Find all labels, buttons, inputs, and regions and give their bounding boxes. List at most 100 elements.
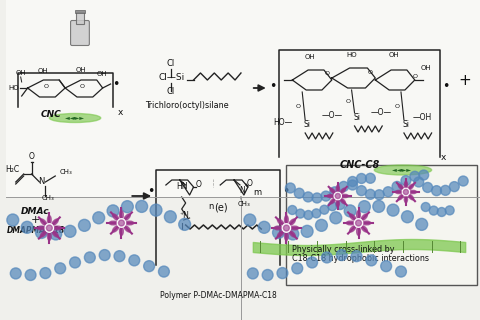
Circle shape — [307, 257, 317, 268]
Ellipse shape — [408, 184, 414, 190]
Circle shape — [55, 263, 66, 274]
Circle shape — [129, 255, 140, 266]
Ellipse shape — [37, 226, 45, 230]
Ellipse shape — [327, 194, 334, 198]
Circle shape — [321, 191, 331, 201]
Circle shape — [144, 261, 155, 272]
Ellipse shape — [40, 231, 47, 237]
Circle shape — [247, 268, 258, 279]
Text: HO: HO — [9, 85, 19, 91]
Text: m: m — [253, 188, 261, 197]
Circle shape — [84, 252, 95, 263]
Text: —OH: —OH — [413, 113, 432, 122]
Text: —O—: —O— — [371, 108, 392, 117]
Circle shape — [78, 219, 90, 231]
Ellipse shape — [120, 227, 123, 236]
Circle shape — [357, 186, 366, 196]
Text: O: O — [296, 104, 301, 109]
Text: DMAPMA-C18: DMAPMA-C18 — [6, 226, 65, 235]
Circle shape — [292, 263, 303, 274]
Circle shape — [423, 182, 432, 192]
Ellipse shape — [336, 185, 339, 192]
Circle shape — [288, 205, 297, 214]
Circle shape — [365, 173, 375, 183]
Ellipse shape — [125, 221, 133, 225]
Text: DMAc: DMAc — [21, 207, 50, 216]
Ellipse shape — [109, 221, 118, 225]
Circle shape — [45, 224, 53, 232]
Circle shape — [277, 268, 288, 279]
Text: OH: OH — [389, 52, 399, 58]
Ellipse shape — [361, 226, 367, 232]
Circle shape — [336, 250, 347, 260]
Text: —O—: —O— — [321, 111, 342, 120]
Circle shape — [330, 187, 340, 197]
Circle shape — [7, 214, 19, 226]
Text: H₂C: H₂C — [6, 165, 20, 174]
Circle shape — [392, 181, 402, 191]
Circle shape — [283, 225, 289, 231]
Circle shape — [437, 207, 446, 217]
Bar — [76, 12, 84, 24]
Text: Si: Si — [353, 113, 360, 122]
Circle shape — [348, 180, 358, 190]
Ellipse shape — [52, 219, 58, 225]
Text: Trichloro(octyl)silane: Trichloro(octyl)silane — [145, 101, 228, 110]
Circle shape — [25, 269, 36, 281]
Ellipse shape — [340, 198, 346, 204]
Text: +: + — [459, 73, 471, 88]
Ellipse shape — [398, 194, 404, 200]
Text: CH₃: CH₃ — [41, 195, 54, 201]
Ellipse shape — [53, 226, 61, 230]
Text: OH: OH — [305, 54, 315, 60]
Circle shape — [344, 205, 356, 217]
Text: +: + — [31, 215, 40, 225]
Circle shape — [312, 193, 322, 203]
Circle shape — [365, 189, 375, 199]
Ellipse shape — [289, 231, 295, 237]
Ellipse shape — [48, 216, 51, 224]
Circle shape — [374, 190, 384, 200]
Circle shape — [40, 268, 51, 279]
Circle shape — [383, 187, 393, 197]
Ellipse shape — [357, 227, 360, 236]
Circle shape — [356, 220, 361, 226]
Circle shape — [114, 251, 125, 262]
Circle shape — [351, 251, 362, 262]
Ellipse shape — [120, 211, 123, 219]
Text: Si: Si — [304, 120, 311, 129]
Circle shape — [312, 209, 321, 218]
Text: N: N — [38, 177, 45, 186]
Ellipse shape — [374, 165, 432, 175]
Circle shape — [396, 266, 407, 277]
Text: •: • — [443, 80, 450, 93]
Text: O: O — [395, 104, 399, 109]
Circle shape — [315, 219, 327, 231]
Text: ◄◄►►: ◄◄►► — [393, 168, 413, 173]
Ellipse shape — [274, 226, 282, 230]
Circle shape — [421, 203, 430, 212]
Circle shape — [262, 269, 273, 281]
Bar — [6, 0, 480, 197]
Circle shape — [50, 228, 62, 240]
Circle shape — [107, 205, 119, 217]
FancyBboxPatch shape — [71, 20, 89, 45]
Text: O: O — [247, 179, 253, 188]
Circle shape — [64, 225, 76, 237]
Circle shape — [158, 266, 169, 277]
Text: Cl—Si: Cl—Si — [159, 73, 185, 82]
Text: CNC-C8: CNC-C8 — [339, 160, 380, 170]
Circle shape — [99, 250, 110, 260]
Text: OH: OH — [76, 67, 86, 73]
Circle shape — [179, 218, 191, 230]
Ellipse shape — [48, 232, 51, 240]
Circle shape — [335, 193, 340, 199]
Circle shape — [36, 227, 48, 238]
Circle shape — [286, 183, 295, 193]
Ellipse shape — [285, 232, 288, 240]
Text: •: • — [112, 78, 120, 91]
Bar — [75, 10, 85, 13]
Circle shape — [21, 221, 33, 233]
Text: CH₃: CH₃ — [59, 169, 72, 175]
Circle shape — [410, 171, 420, 181]
